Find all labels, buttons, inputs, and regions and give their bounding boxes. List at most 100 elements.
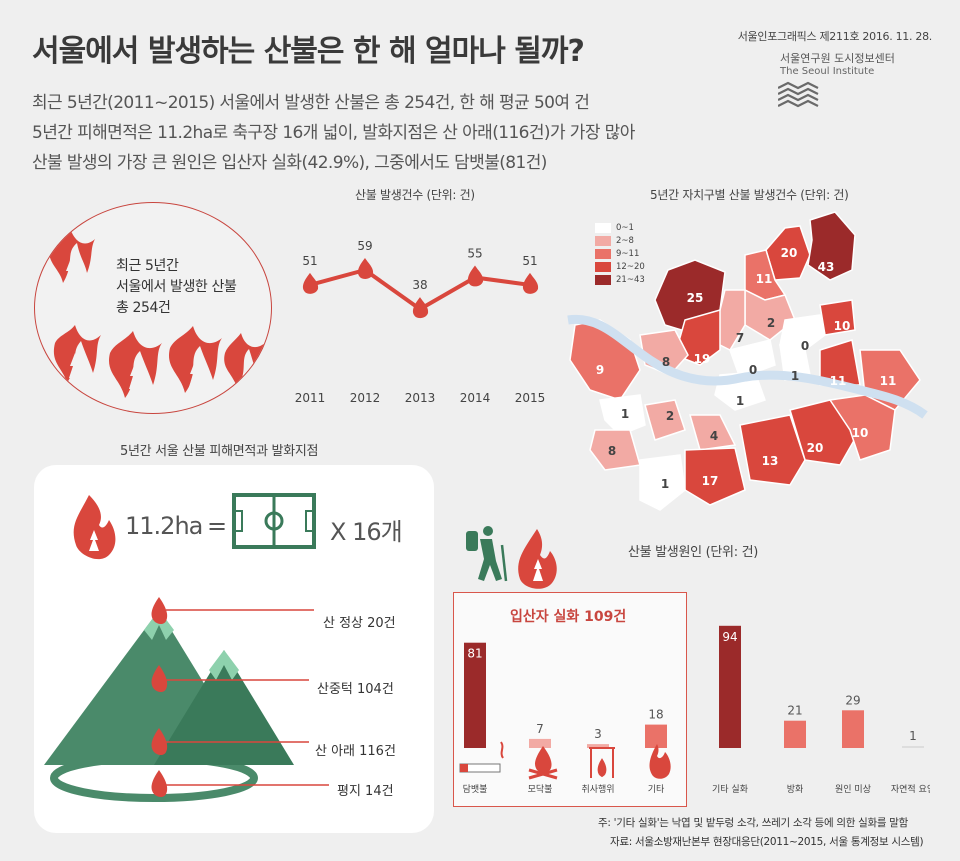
subtitle-line-3: 산불 발생의 가장 큰 원인은 입산자 실화(42.9%), 그중에서도 담뱃불… bbox=[32, 153, 547, 173]
area-value: 11.2ha bbox=[125, 512, 203, 540]
x-tick-label: 2014 bbox=[460, 391, 491, 405]
district-value-label: 8 bbox=[608, 444, 616, 458]
yearly-fires-line-chart: 51 2011 59 2012 38 2013 55 2014 51 2015 bbox=[295, 239, 546, 405]
district-value-label: 13 bbox=[762, 454, 779, 468]
district-gwanak bbox=[684, 447, 746, 506]
data-point-fire-marker bbox=[522, 272, 539, 294]
legend-item: 0~1 bbox=[595, 222, 645, 234]
bar-value-label: 21 bbox=[787, 704, 802, 718]
bar-category-label: 기타 실화 bbox=[712, 784, 748, 795]
org-name-en: The Seoul Institute bbox=[780, 66, 875, 77]
map-title: 5년간 자치구별 산불 발생건수 (단위: 건) bbox=[650, 188, 849, 202]
district-value-label: 11 bbox=[830, 374, 847, 388]
other-fire-icon bbox=[649, 744, 671, 779]
legend-swatch bbox=[595, 262, 611, 272]
org-name-ko: 서울연구원 도시정보센터 bbox=[780, 52, 895, 65]
x-tick-label: 2011 bbox=[295, 391, 326, 405]
ignition-flatland: 평지 14건 bbox=[337, 784, 394, 799]
causes-title: 산불 발생원인 (단위: 건) bbox=[628, 545, 759, 560]
district-value-label: 20 bbox=[781, 246, 798, 260]
district-jungnang bbox=[819, 299, 856, 336]
bar-category-label: 원인 미상 bbox=[835, 784, 871, 795]
ignition-summit: 산 정상 20건 bbox=[323, 616, 396, 631]
data-value-label: 51 bbox=[302, 254, 317, 268]
area-card bbox=[34, 465, 434, 833]
x-tick-label: 2013 bbox=[405, 391, 436, 405]
x-tick-label: 2012 bbox=[350, 391, 381, 405]
area-section-title: 5년간 서울 산불 피해면적과 발화지점 bbox=[120, 444, 319, 459]
district-value-label: 2 bbox=[767, 316, 775, 330]
legend-label: 21~43 bbox=[616, 275, 645, 285]
data-value-label: 51 bbox=[522, 254, 537, 268]
legend-swatch bbox=[595, 236, 611, 246]
district-value-label: 17 bbox=[702, 474, 719, 488]
legend-label: 12~20 bbox=[616, 262, 645, 272]
district-geumcheon bbox=[639, 454, 686, 511]
legend-swatch bbox=[595, 223, 611, 233]
district-yeongdeungpo bbox=[644, 399, 686, 441]
bar-category-label: 담뱃불 bbox=[463, 783, 488, 795]
hiker-cause-title: 입산자 실화 109건 bbox=[510, 609, 627, 625]
district-value-label: 7 bbox=[736, 331, 744, 345]
district-dongdaemun bbox=[779, 314, 826, 351]
data-point-fire-marker bbox=[412, 297, 429, 319]
district-guro bbox=[589, 429, 641, 471]
footnote: 주: '기타 실화'는 낙엽 및 밭두렁 소각, 쓰레기 소각 등에 의한 실화… bbox=[598, 817, 908, 829]
bar-value-label: 81 bbox=[467, 647, 482, 661]
bar-category-label: 기타 bbox=[648, 784, 665, 795]
legend-item: 12~20 bbox=[595, 261, 645, 273]
district-value-label: 10 bbox=[852, 426, 869, 440]
bar-category-label: 자연적 요인 bbox=[891, 783, 930, 795]
forest-fire-icon bbox=[48, 228, 265, 398]
district-value-label: 11 bbox=[880, 374, 897, 388]
source-note: 자료: 서울소방재난본부 현장대응단(2011~2015, 서울 통계정보 시스… bbox=[610, 836, 924, 848]
total-line-1: 최근 5년간 bbox=[116, 258, 179, 274]
legend-label: 9~11 bbox=[616, 249, 640, 259]
cause-bar bbox=[464, 642, 486, 748]
bar-value-label: 3 bbox=[594, 727, 602, 741]
x-tick-label: 2015 bbox=[515, 391, 546, 405]
bar-value-label: 29 bbox=[845, 693, 860, 707]
cause-bar bbox=[842, 710, 864, 748]
district-value-label: 9 bbox=[596, 363, 604, 377]
data-point-fire-marker bbox=[467, 265, 484, 287]
total-line-2: 서울에서 발생한 산불 bbox=[116, 279, 237, 295]
district-seocho bbox=[739, 414, 806, 486]
district-value-label: 11 bbox=[756, 272, 773, 286]
legend-swatch bbox=[595, 249, 611, 259]
total-fires-circle bbox=[34, 202, 272, 414]
bar-category-label: 방화 bbox=[787, 784, 804, 795]
bar-value-label: 94 bbox=[722, 630, 737, 644]
legend-label: 0~1 bbox=[616, 223, 634, 233]
ignition-midslope: 산중턱 104건 bbox=[317, 682, 394, 697]
cause-bar bbox=[902, 746, 924, 748]
legend-item: 21~43 bbox=[595, 274, 645, 286]
data-value-label: 55 bbox=[467, 246, 482, 260]
page-title: 서울에서 발생하는 산불은 한 해 얼마나 될까? bbox=[32, 34, 585, 69]
cause-bar bbox=[529, 738, 551, 748]
district-value-label: 2 bbox=[666, 409, 674, 423]
district-value-label: 25 bbox=[687, 291, 704, 305]
district-dongjak bbox=[689, 414, 737, 451]
legend-label: 2~8 bbox=[616, 236, 634, 246]
district-value-label: 20 bbox=[807, 441, 824, 455]
cause-bar bbox=[587, 744, 609, 748]
district-value-label: 1 bbox=[621, 407, 629, 421]
hiker-fire-icon bbox=[466, 526, 557, 589]
cause-icons bbox=[459, 741, 671, 780]
total-fires-text: 최근 5년간 서울에서 발생한 산불 총 254건 bbox=[116, 256, 237, 319]
fire-icon bbox=[73, 495, 116, 560]
district-value-label: 19 bbox=[694, 352, 711, 366]
subtitle-line-2: 5년간 피해면적은 11.2ha로 축구장 16개 넓이, 발화지점은 산 아래… bbox=[32, 123, 635, 143]
seoul-institute-logo bbox=[778, 81, 819, 108]
bar-value-label: 1 bbox=[909, 729, 917, 743]
area-illustration bbox=[44, 493, 329, 802]
district-value-label: 43 bbox=[818, 260, 835, 274]
series-info: 서울인포그래픽스 제211호 2016. 11. 28. bbox=[737, 30, 933, 43]
bar-value-label: 7 bbox=[536, 722, 544, 736]
district-gwangjin bbox=[819, 339, 861, 386]
data-value-label: 38 bbox=[412, 278, 427, 292]
campfire-icon bbox=[528, 746, 558, 780]
bar-value-label: 18 bbox=[648, 708, 663, 722]
